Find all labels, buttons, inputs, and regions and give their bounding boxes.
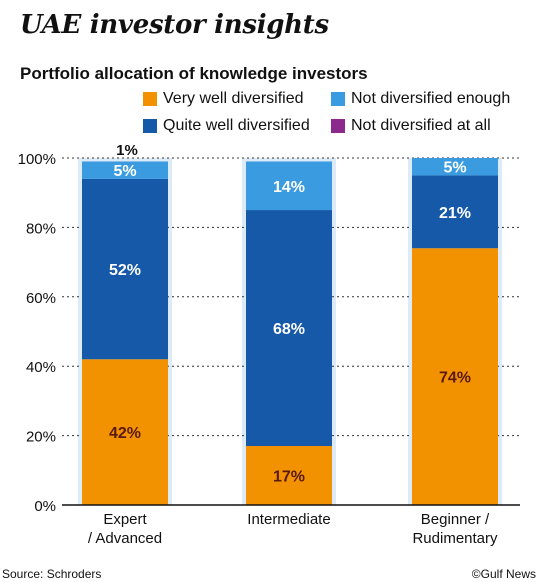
x-category-label: Intermediate: [247, 511, 330, 528]
x-category-label: / Advanced: [88, 530, 162, 547]
data-label: 42%: [109, 425, 141, 442]
data-label: 74%: [439, 370, 471, 387]
data-label: 52%: [109, 262, 141, 279]
bar-segment-not-diversified-enough: [82, 161, 168, 179]
bar-segment-very-well-diversified: [82, 359, 168, 505]
chart-title: UAE investor insights: [20, 10, 329, 40]
bar-segment-not-diversified-enough: [246, 161, 332, 211]
data-label: 68%: [273, 321, 305, 338]
bar-segment-not-diversified-enough: [412, 158, 498, 176]
legend-swatch-very-well: [143, 92, 157, 106]
y-tick-label: 80%: [26, 220, 56, 237]
bar-segment-quite-well-diversified: [412, 175, 498, 249]
legend-swatch-not-at-all: [331, 119, 345, 133]
bar-segment-very-well-diversified: [246, 446, 332, 505]
y-tick-label: 40%: [26, 359, 56, 376]
data-label: 14%: [273, 179, 305, 196]
source-note: Source: Schroders: [2, 567, 102, 581]
legend-swatch-not-enough: [331, 92, 345, 106]
data-label: 17%: [273, 469, 305, 486]
legend-label-not-enough: Not diversified enough: [351, 90, 511, 107]
bar-segment-very-well-diversified: [412, 248, 498, 505]
legend-label-very-well: Very well diversified: [163, 90, 304, 107]
legend-swatch-quite-well: [143, 119, 157, 133]
top-data-label: 1%: [116, 142, 138, 159]
y-tick-label: 0%: [34, 498, 56, 515]
data-label: 21%: [439, 205, 471, 222]
chart-subtitle: Portfolio allocation of knowledge invest…: [20, 64, 368, 83]
legend-label-not-at-all: Not diversified at all: [351, 117, 491, 134]
legend-item-quite-well: Quite well diversified: [143, 117, 310, 135]
data-label: 5%: [113, 163, 136, 180]
legend-item-not-at-all: Not diversified at all: [331, 117, 491, 135]
y-tick-label: 20%: [26, 429, 56, 446]
y-tick-label: 60%: [26, 290, 56, 307]
x-category-label: Rudimentary: [412, 530, 498, 547]
y-tick-label: 100%: [18, 151, 56, 168]
stacked-bar-chart: 0% 20% 40% 60% 80% 100% 42% 52% 5% 1% 17% 68% 14% 74%…: [18, 142, 520, 547]
legend-item-very-well: Very well diversified: [143, 90, 304, 108]
bar-segment-quite-well-diversified: [246, 210, 332, 447]
x-category-label: Expert: [103, 511, 147, 528]
data-label: 5%: [443, 160, 466, 177]
bar-segment-quite-well-diversified: [82, 178, 168, 360]
credit-note: ©Gulf News: [471, 567, 536, 581]
x-category-label: Beginner /: [421, 511, 490, 528]
legend-item-not-enough: Not diversified enough: [331, 90, 510, 108]
legend-label-quite-well: Quite well diversified: [163, 117, 310, 134]
legend: Very well diversified Not diversified en…: [143, 90, 533, 140]
